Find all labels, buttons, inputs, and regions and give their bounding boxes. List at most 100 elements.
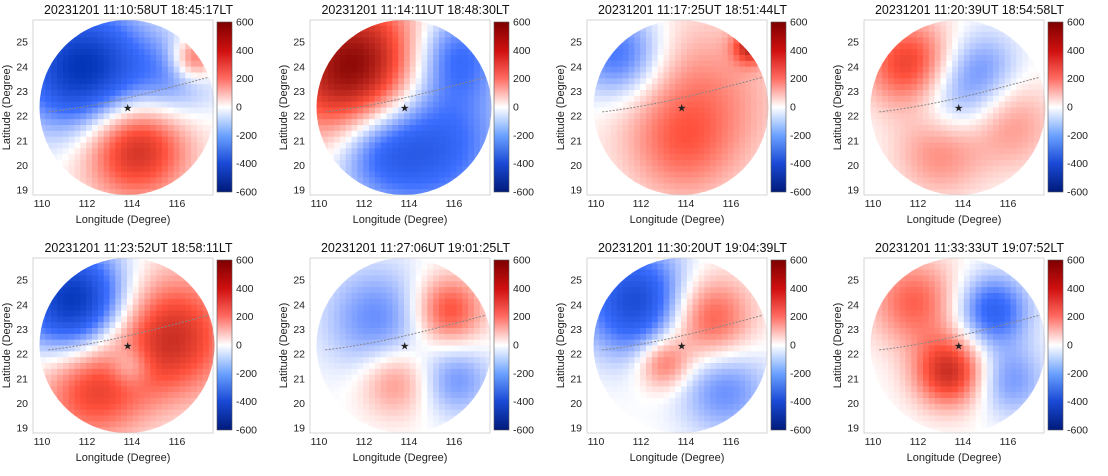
heatmap-cell xyxy=(132,25,140,33)
heatmap-cell xyxy=(398,183,405,190)
heatmap-cell xyxy=(74,119,81,126)
heatmap-cell xyxy=(86,263,93,271)
heatmap-cell xyxy=(450,107,458,114)
heatmap-cell xyxy=(958,55,965,62)
heatmap-cell xyxy=(946,31,953,39)
heatmap-cell xyxy=(911,171,918,179)
heatmap-cell xyxy=(733,142,740,149)
heatmap-cell xyxy=(339,374,347,382)
heatmap-cell xyxy=(173,328,181,335)
heatmap-cell xyxy=(144,43,151,50)
heatmap-cell xyxy=(191,281,198,288)
heatmap-cell xyxy=(681,113,688,120)
heatmap-cell xyxy=(109,84,116,91)
heatmap-cell xyxy=(322,310,329,317)
heatmap-cell xyxy=(92,66,99,74)
heatmap-cell xyxy=(462,60,469,68)
heatmap-cell xyxy=(686,177,694,184)
heatmap-cell xyxy=(374,183,382,190)
heatmap-cell xyxy=(150,351,157,358)
heatmap-cell xyxy=(179,392,186,399)
heatmap-cell xyxy=(109,37,116,44)
heatmap-cell xyxy=(917,142,924,149)
heatmap-cell xyxy=(208,298,215,306)
heatmap-cell xyxy=(103,78,111,85)
heatmap-cell xyxy=(97,165,105,173)
heatmap-cell xyxy=(398,125,405,132)
heatmap-cell xyxy=(121,269,128,277)
heatmap-cell xyxy=(870,189,877,195)
heatmap-cell xyxy=(993,130,1000,138)
heatmap-cell xyxy=(981,55,988,62)
heatmap-cell xyxy=(185,136,192,144)
heatmap-cell xyxy=(628,142,635,149)
heatmap-cell xyxy=(57,189,64,195)
heatmap-cell xyxy=(628,171,635,179)
axes-frame xyxy=(863,19,1045,196)
heatmap-cell xyxy=(392,55,399,62)
heatmap-cell xyxy=(593,37,600,44)
heatmap-cell xyxy=(80,31,87,39)
heatmap-cell xyxy=(191,171,198,179)
colorbar-tick-label: -400 xyxy=(1067,158,1088,170)
heatmap-cell xyxy=(57,25,64,33)
heatmap-cell xyxy=(150,55,157,62)
x-tick-label: 112 xyxy=(79,198,96,210)
heatmap-cell xyxy=(374,421,382,428)
heatmap-cell xyxy=(92,171,99,179)
heatmap-cell xyxy=(593,49,600,56)
heatmap-cell xyxy=(132,165,140,173)
heatmap-cell xyxy=(993,183,1000,190)
heatmap-cell xyxy=(975,171,982,179)
heatmap-cell xyxy=(357,95,364,103)
y-tick-label: 24 xyxy=(16,61,28,73)
heatmap-cell xyxy=(1022,84,1029,91)
heatmap-cell xyxy=(1016,25,1023,33)
heatmap-cell xyxy=(138,398,146,405)
heatmap-cell xyxy=(870,37,877,44)
heatmap-cell xyxy=(870,142,877,149)
heatmap-cell xyxy=(969,113,977,120)
heatmap-cell xyxy=(727,119,735,126)
heatmap-cell xyxy=(369,287,376,294)
heatmap-cell xyxy=(485,142,492,149)
heatmap-cell xyxy=(905,49,912,56)
heatmap-cell xyxy=(45,160,52,167)
heatmap-cell xyxy=(39,357,46,364)
heatmap-cell xyxy=(987,49,994,56)
heatmap-cell xyxy=(345,125,353,132)
heatmap-cell xyxy=(86,363,93,370)
heatmap-cell xyxy=(86,427,93,433)
heatmap-cell xyxy=(162,287,169,294)
heatmap-cell xyxy=(334,269,341,277)
heatmap-cell xyxy=(86,72,93,79)
heatmap-cell xyxy=(392,84,399,91)
heatmap-cell xyxy=(1028,160,1035,167)
heatmap-cell xyxy=(74,148,81,155)
heatmap-cell xyxy=(127,403,134,411)
heatmap-cell xyxy=(404,20,411,27)
heatmap-cell xyxy=(1033,60,1041,68)
heatmap-cell xyxy=(958,90,965,97)
heatmap-cell xyxy=(363,351,370,358)
heatmap-cell xyxy=(62,160,70,167)
heatmap-cell xyxy=(739,125,746,132)
heatmap-cell xyxy=(628,107,635,114)
colorbar-tick-label: -400 xyxy=(513,158,534,170)
heatmap-cell xyxy=(345,298,353,306)
heatmap-cell xyxy=(374,363,382,370)
heatmap-cell xyxy=(911,125,918,132)
heatmap-cell xyxy=(97,281,105,288)
heatmap-cell xyxy=(86,357,93,364)
heatmap-cell xyxy=(756,55,764,62)
heatmap-cell xyxy=(121,183,128,190)
heatmap-cell xyxy=(173,136,181,144)
heatmap-cell xyxy=(115,339,122,347)
heatmap-cell xyxy=(322,287,329,294)
heatmap-cell xyxy=(62,171,70,179)
heatmap-cell xyxy=(191,298,198,306)
heatmap-cell xyxy=(345,403,353,411)
heatmap-cell xyxy=(339,368,347,376)
heatmap-cell xyxy=(380,339,388,347)
heatmap-cell xyxy=(109,125,116,132)
